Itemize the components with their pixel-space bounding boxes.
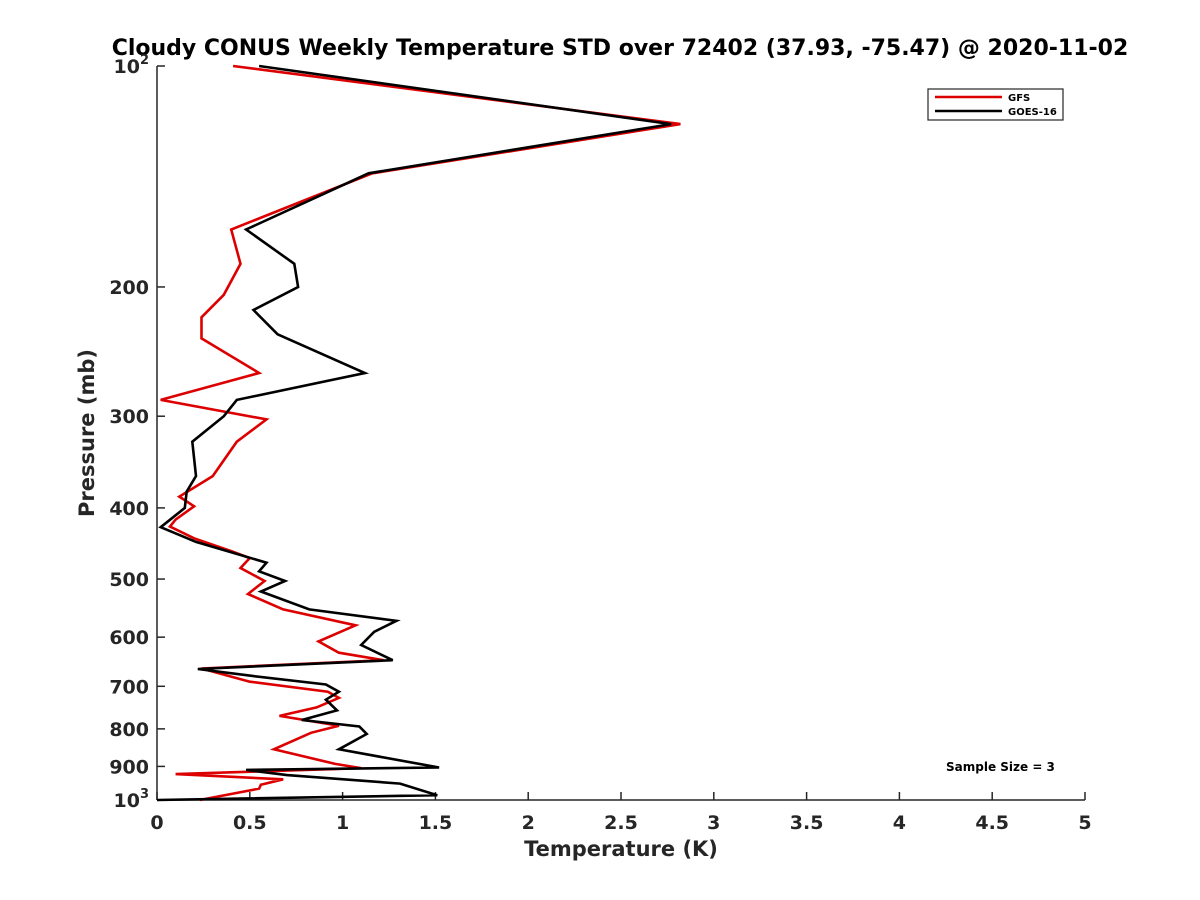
x-tick-label: 0 [150,812,163,834]
y-tick-label: 900 [109,756,149,778]
y-tick-label: 300 [109,406,149,428]
y-axis-label: Pressure (mb) [75,349,99,517]
y-tick-label: 400 [109,498,149,520]
legend-label-goes16: GOES-16 [1008,107,1057,118]
series-line-goes16 [156,64,672,802]
x-tick-label: 1.5 [419,812,453,834]
y-tick-label: 500 [109,569,149,591]
legend: GFS GOES-16 [927,88,1064,121]
x-tick-label: 2.5 [604,812,638,834]
series-line-gfs [160,64,681,802]
y-tick-label: 102 [114,53,150,78]
x-tick-label: 1 [336,812,349,834]
chart-title: Cloudy CONUS Weekly Temperature STD over… [112,36,1129,61]
x-axis-label: Temperature (K) [524,837,718,861]
x-tick-label: 2 [522,812,535,834]
plot-axes [156,66,1085,801]
x-tick-label: 4.5 [975,812,1009,834]
legend-box [927,88,1064,121]
x-tick-label: 0.5 [233,812,267,834]
x-tick-label: 3.5 [790,812,824,834]
x-tick-label: 3 [707,812,720,834]
sample-size-annotation: Sample Size = 3 [946,760,1055,774]
y-tick-label: 200 [109,277,149,299]
y-ticks: 102 200 300 400 500 600 700 800 900 103 [109,53,165,812]
x-tick-label: 4 [893,812,906,834]
y-tick-label: 600 [109,627,149,649]
y-tick-label: 103 [114,787,150,812]
y-tick-label: 700 [109,676,149,698]
legend-label-gfs: GFS [1008,93,1030,104]
x-tick-label: 5 [1078,812,1091,834]
y-tick-label: 800 [109,719,149,741]
x-ticks: 0 0.5 1 1.5 2 2.5 3 3.5 4 4.5 5 [150,792,1092,834]
series-lines [156,64,681,802]
